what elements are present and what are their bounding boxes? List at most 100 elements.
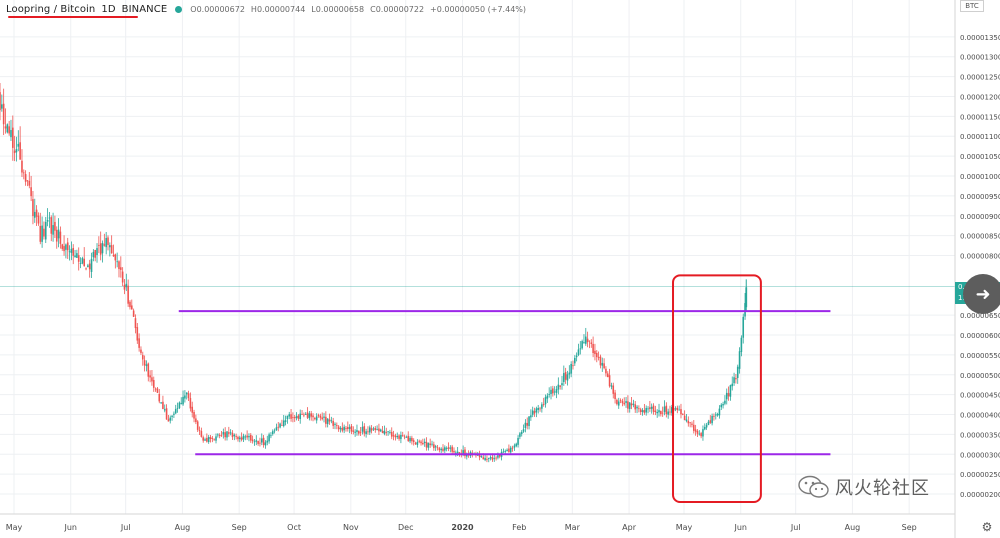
candle-body (685, 419, 688, 422)
candle-body (354, 431, 356, 433)
candle-body (15, 149, 18, 153)
candle-body (530, 415, 532, 418)
candle-body (612, 385, 615, 394)
candle-body (636, 406, 638, 409)
candle-body (19, 142, 21, 160)
candle-body (28, 180, 31, 186)
candle-body (625, 401, 627, 403)
interval-label[interactable]: 1D (101, 3, 116, 15)
candle-body (6, 124, 9, 133)
candle-body (733, 377, 735, 384)
y-tick-label: 0.00001000 (960, 173, 1000, 181)
highlight-box[interactable] (672, 274, 762, 504)
candle-body (99, 243, 102, 255)
candle-body (590, 342, 593, 344)
candle-body (88, 263, 91, 270)
candle-body (121, 271, 124, 283)
candle-body (524, 422, 527, 429)
candle-body (486, 458, 488, 460)
candle-body (165, 408, 168, 420)
candle-body (337, 426, 340, 430)
candle-body (444, 447, 446, 451)
candle-body (107, 237, 109, 245)
candle-body (729, 385, 732, 397)
candle-body (365, 431, 367, 435)
candle-body (581, 341, 583, 349)
candle-body (143, 360, 146, 366)
y-tick-label: 0.00001350 (960, 34, 1000, 42)
currency-badge[interactable]: BTC (960, 0, 984, 12)
candle-body (401, 435, 404, 437)
candle-body (495, 457, 497, 459)
candle-body (116, 261, 118, 263)
candle-body (198, 430, 201, 431)
candle-body (588, 340, 591, 342)
candle-body (621, 400, 624, 404)
candle-body (330, 420, 333, 422)
drawing-annotations[interactable] (178, 274, 831, 504)
watermark: 风火轮社区 (797, 472, 930, 502)
candle-body (180, 403, 183, 405)
candle-body (178, 402, 181, 409)
x-tick-label: Nov (343, 523, 359, 532)
candle-body (131, 305, 133, 310)
candle-body (37, 215, 40, 224)
goto-realtime-button[interactable]: ➜ (963, 274, 1000, 314)
candle-body (555, 389, 558, 393)
candle-body (134, 318, 137, 329)
y-tick-label: 0.00001200 (960, 93, 1000, 101)
candle-body (526, 422, 529, 426)
candle-body (306, 412, 309, 418)
candle-body (663, 406, 666, 412)
candle-body (319, 415, 322, 418)
symbol-name[interactable]: Loopring / Bitcoin (6, 3, 96, 15)
candle-body (61, 244, 64, 249)
candle-body (185, 392, 188, 395)
settings-button[interactable]: ⚙ (980, 520, 994, 534)
candle-body (691, 423, 693, 425)
candle-body (650, 406, 653, 409)
candle-body (239, 437, 241, 440)
candle-body (722, 404, 724, 406)
candle-body (50, 217, 53, 234)
watermark-text: 风火轮社区 (835, 478, 930, 499)
candle-body (120, 267, 122, 270)
candle-body (206, 437, 208, 442)
candle-body (390, 431, 393, 437)
candle-body (105, 237, 107, 248)
candle-body (420, 441, 422, 444)
candle-body (22, 172, 25, 174)
candle-body (189, 398, 192, 409)
candle-body (619, 400, 622, 401)
candle-body (196, 421, 199, 430)
candle-body (407, 435, 410, 441)
candle-body (595, 353, 598, 358)
candle-body (231, 432, 234, 438)
x-tick-label: Aug (845, 523, 861, 532)
candle-body (12, 127, 14, 148)
candle-body (323, 416, 325, 418)
candle-body (586, 338, 589, 343)
candle-body (345, 427, 347, 429)
x-tick-label: Aug (175, 523, 191, 532)
candle-body (63, 246, 65, 252)
candle-body (487, 457, 490, 459)
circle-dot-icon (175, 5, 183, 13)
candle-body (400, 434, 402, 440)
candle-body (453, 450, 455, 453)
candle-body (497, 455, 499, 458)
symbol-legend[interactable]: Loopring / Bitcoin 1D BINANCE O0.0000067… (6, 1, 526, 17)
candle-body (658, 410, 660, 413)
candle-body (502, 451, 505, 453)
candle-body (72, 247, 75, 256)
candle-body (317, 415, 320, 416)
candle-body (24, 174, 27, 182)
candle-body (110, 245, 113, 254)
candle-body (348, 427, 351, 429)
candle-body (68, 251, 71, 253)
candle-body (228, 432, 230, 434)
candle-body (378, 428, 380, 432)
exchange-label: BINANCE (121, 3, 168, 15)
candle-body (173, 413, 175, 415)
